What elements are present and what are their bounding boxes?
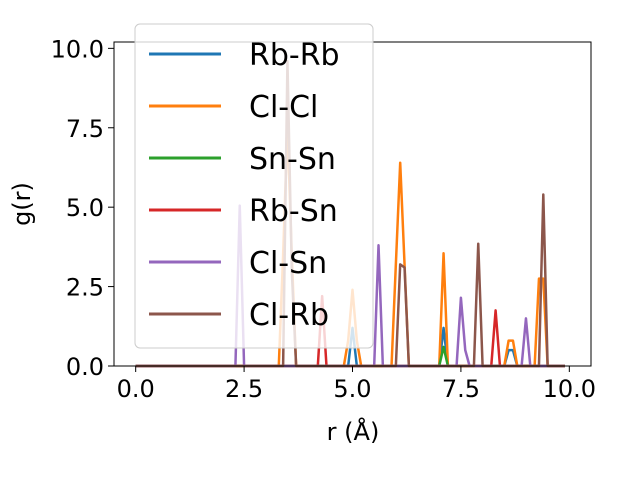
legend-label: Sn-Sn: [249, 142, 336, 177]
x-tick-label: 10.0: [543, 375, 596, 403]
x-axis-label: r (Å): [327, 417, 380, 446]
y-axis-label: g(r): [8, 182, 36, 226]
x-tick-label: 5.0: [333, 375, 371, 403]
series-line-rb-rb: [135, 326, 565, 368]
legend-label: Cl-Sn: [249, 246, 327, 281]
legend-label: Rb-Rb: [249, 38, 340, 73]
y-tick-label: 2.5: [66, 274, 104, 302]
legend: Rb-Rb Cl-Cl Sn-Sn Rb-Sn Cl-Sn Cl-Rb: [134, 23, 374, 349]
x-tick-label: 7.5: [442, 375, 480, 403]
x-axis-ticks: 0.0 2.5 5.0 7.5 10.0: [117, 366, 596, 403]
legend-label: Cl-Rb: [249, 298, 329, 333]
y-axis-ticks: 0.0 2.5 5.0 7.5 10.0: [51, 35, 114, 381]
legend-label: Cl-Cl: [249, 90, 318, 125]
y-tick-label: 0.0: [66, 353, 104, 381]
x-tick-label: 2.5: [225, 375, 263, 403]
x-tick-label: 0.0: [117, 375, 155, 403]
y-tick-label: 7.5: [66, 115, 104, 143]
y-tick-label: 10.0: [51, 35, 104, 63]
legend-label: Rb-Sn: [249, 194, 338, 229]
y-tick-label: 5.0: [66, 194, 104, 222]
